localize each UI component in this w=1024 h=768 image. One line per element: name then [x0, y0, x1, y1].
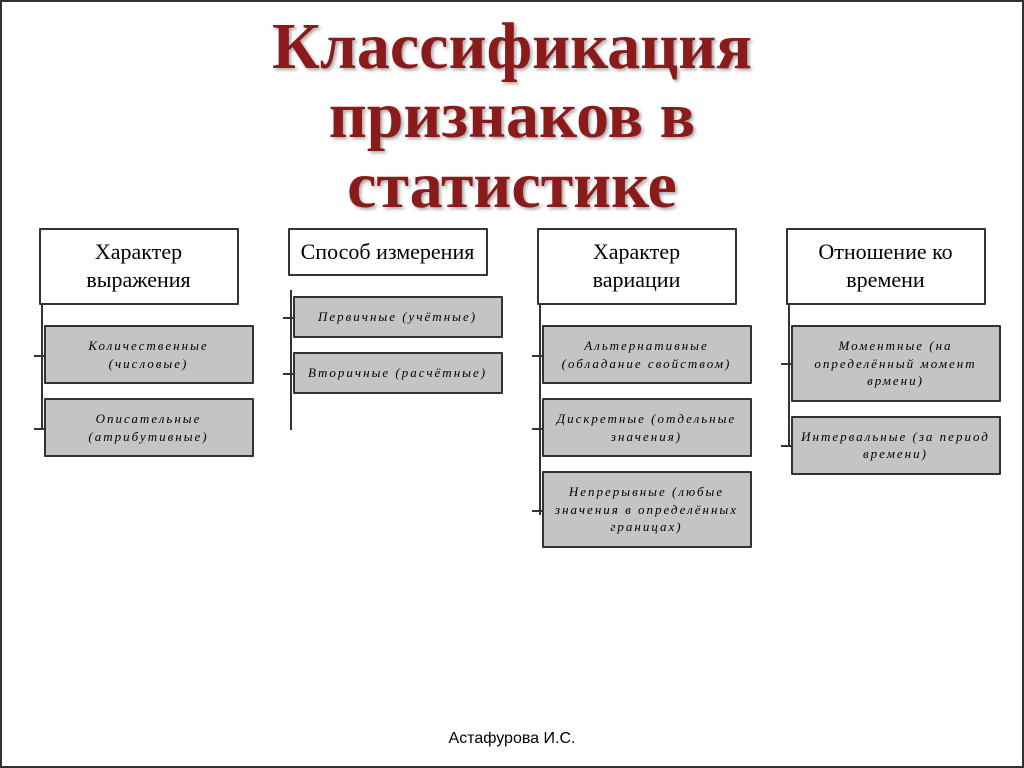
connector-h — [781, 363, 793, 365]
child-box: Интервальные (за период времени) — [791, 416, 1001, 475]
child-label: Вторичные (расчётные) — [308, 365, 487, 380]
child-label: Дискретные (отдельные значения) — [557, 411, 736, 444]
connector-line — [539, 290, 541, 515]
children-list: Альтернативные (обладание свойством) Дис… — [542, 325, 752, 548]
connector-h — [532, 510, 544, 512]
child-label: Первичные (учётные) — [318, 309, 477, 324]
category-box: Отношение ко времени — [786, 228, 986, 305]
children-list: Моментные (на определённый момент врмени… — [791, 325, 1001, 475]
child-box: Непрерывные (любые значения в определённ… — [542, 471, 752, 548]
connector-h — [532, 428, 544, 430]
category-box: Характер вариации — [537, 228, 737, 305]
connector-line — [290, 290, 292, 430]
children-list: Первичные (учётные) Вторичные (расчётные… — [293, 296, 503, 393]
title-line-3: статистике — [2, 151, 1022, 220]
child-box: Альтернативные (обладание свойством) — [542, 325, 752, 384]
child-label: Непрерывные (любые значения в определённ… — [555, 484, 738, 534]
child-box: Количественные (числовые) — [44, 325, 254, 384]
connector-h — [34, 428, 46, 430]
category-box: Характер выражения — [39, 228, 239, 305]
child-label: Количественные (числовые) — [88, 338, 208, 371]
connector-h — [34, 355, 46, 357]
title-line-1: Классификация — [2, 12, 1022, 81]
connector-line — [41, 290, 43, 430]
child-box: Дискретные (отдельные значения) — [542, 398, 752, 457]
connector-line — [788, 290, 790, 445]
connector-h — [283, 317, 295, 319]
column-0: Характер выражения Количественные (число… — [19, 228, 259, 548]
diagram-columns: Характер выражения Количественные (число… — [2, 220, 1022, 548]
children-list: Количественные (числовые) Описательные (… — [44, 325, 254, 457]
column-3: Отношение ко времени Моментные (на опред… — [766, 228, 1006, 548]
child-label: Интервальные (за период времени) — [801, 429, 990, 462]
child-box: Описательные (атрибутивные) — [44, 398, 254, 457]
category-box: Способ измерения — [288, 228, 488, 277]
slide-title: Классификация признаков в статистике — [2, 2, 1022, 220]
child-label: Моментные (на определённый момент врмени… — [814, 338, 976, 388]
child-box: Первичные (учётные) — [293, 296, 503, 338]
author-credit: Астафурова И.С. — [2, 730, 1022, 748]
column-1: Способ измерения Первичные (учётные) Вто… — [268, 228, 508, 548]
child-label: Альтернативные (обладание свойством) — [562, 338, 732, 371]
connector-h — [781, 445, 793, 447]
child-label: Описательные (атрибутивные) — [88, 411, 208, 444]
connector-h — [532, 355, 544, 357]
connector-h — [283, 373, 295, 375]
child-box: Моментные (на определённый момент врмени… — [791, 325, 1001, 402]
title-line-2: признаков в — [2, 81, 1022, 150]
column-2: Характер вариации Альтернативные (облада… — [517, 228, 757, 548]
child-box: Вторичные (расчётные) — [293, 352, 503, 394]
